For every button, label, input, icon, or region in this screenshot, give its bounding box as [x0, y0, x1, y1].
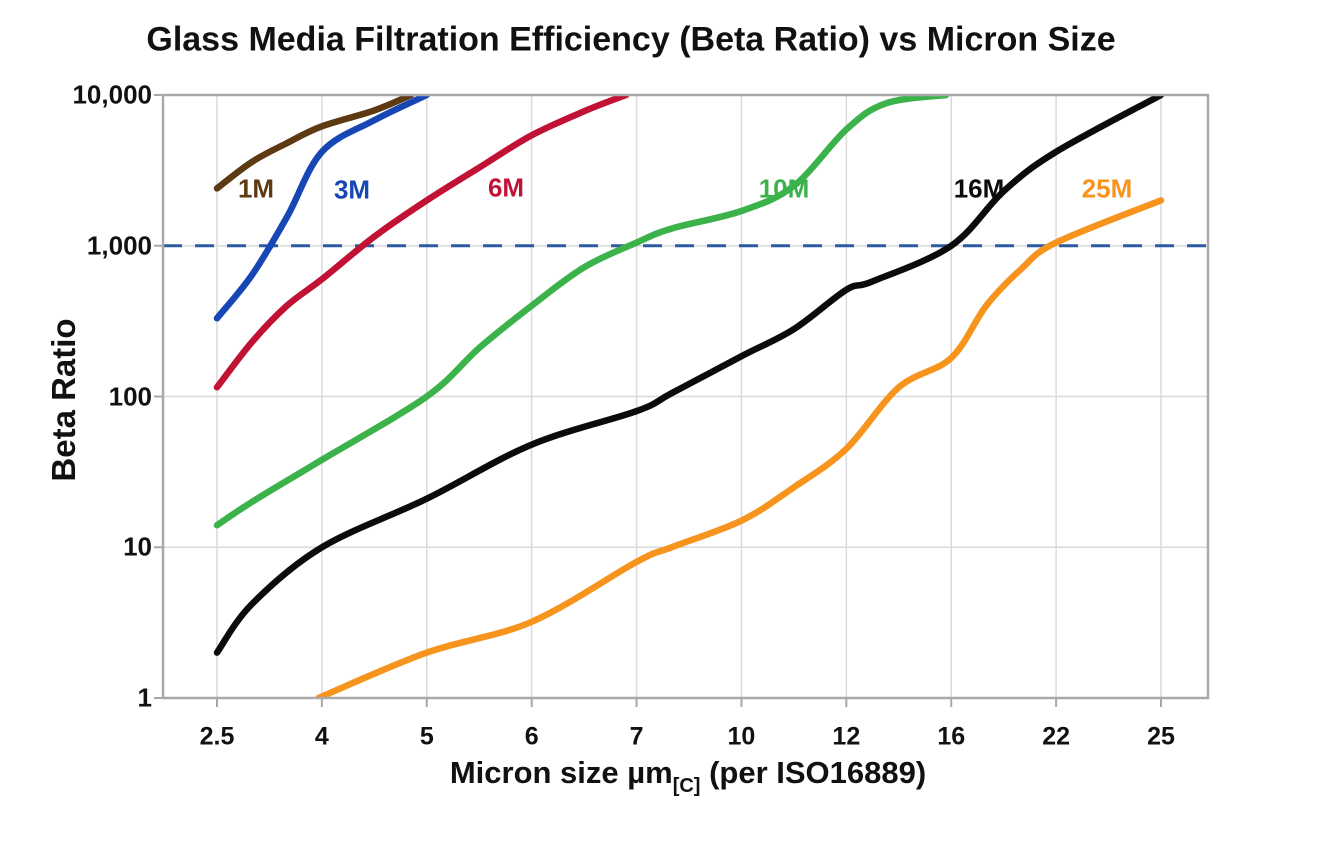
x-tick-label: 12	[832, 722, 861, 751]
series-curve-25m	[315, 197, 1165, 698]
series-curve-10m	[213, 95, 950, 529]
x-axis-title: Micron size µm[C] (per ISO16889)	[449, 755, 927, 797]
x-tick-label: 6	[524, 722, 539, 751]
y-tick-label: 10	[123, 531, 152, 562]
series-curve-16m	[213, 95, 1165, 656]
x-tick-label: 22	[1042, 722, 1071, 751]
plot-frame	[161, 93, 1210, 700]
series-label-16m: 16M	[953, 173, 1005, 204]
x-tick-label: 2.5	[199, 722, 235, 751]
series-label-10m: 10M	[758, 173, 810, 204]
series-curve-6m	[213, 95, 630, 391]
x-tick-label: 10	[727, 722, 756, 751]
x-tick-label: 4	[314, 722, 329, 751]
series-label-1m: 1M	[237, 173, 275, 204]
x-axis-title-subscript: [C]	[672, 775, 701, 797]
x-axis-title-suffix: (per ISO16889)	[700, 755, 927, 790]
series-label-3m: 3M	[333, 174, 371, 205]
y-tick-label: 100	[108, 381, 152, 411]
x-tick-label: 7	[629, 722, 644, 751]
series-curve-1m	[213, 95, 415, 192]
series-label-25m: 25M	[1081, 173, 1133, 204]
x-tick-label: 25	[1147, 722, 1175, 751]
x-axis-title-main: Micron size µm	[449, 755, 673, 790]
chart-title: Glass Media Filtration Efficiency (Beta …	[146, 20, 1116, 59]
series-label-6m: 6M	[487, 172, 525, 203]
y-tick-label: 1,000	[86, 230, 152, 261]
x-tick-label: 5	[419, 722, 434, 751]
y-tick-label: 10,000	[72, 79, 152, 110]
x-tick-label: 16	[937, 722, 966, 751]
y-tick-label: 1	[137, 682, 152, 713]
series-curve-3m	[213, 95, 431, 322]
